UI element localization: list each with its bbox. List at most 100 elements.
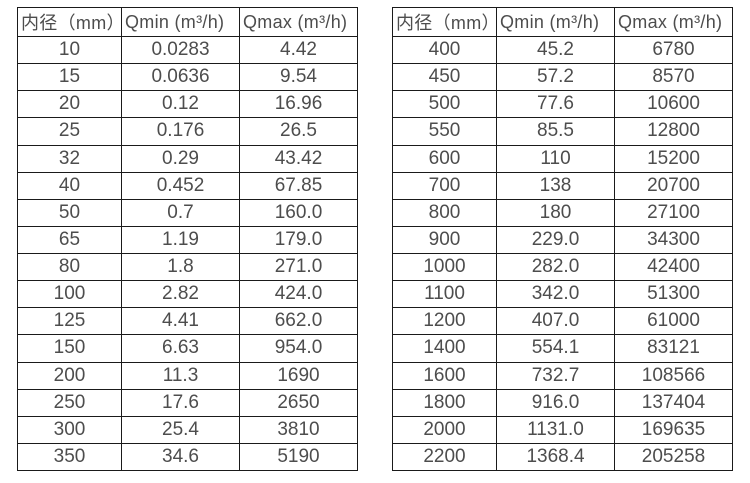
table-cell: 250 [17,388,122,417]
table-cell: 1690 [239,361,358,390]
table-row: 500 77.6 10600 [392,90,733,119]
table-cell: 100 [17,280,122,309]
table-cell: 80 [17,252,122,282]
table-cell: 200 [17,361,122,390]
table-cell: 1368.4 [496,442,615,472]
header-row: 内径（mm） Qmin (m³/h) Qmax (m³/h) [17,7,358,37]
table-cell: 1100 [392,280,497,309]
table-cell: 15200 [614,144,733,173]
table-cell: 424.0 [239,280,358,309]
table-row: 250 17.6 2650 [17,388,358,417]
table-cell: 11.3 [121,361,240,390]
table-cell: 0.7 [121,198,240,227]
table-cell: 138 [496,171,615,200]
table-cell: 800 [392,198,497,227]
table-cell: 550 [392,117,497,146]
table-row: 1800 916.0 137404 [392,388,733,417]
table-cell: 42400 [614,252,733,282]
table-cell: 4.42 [239,35,358,65]
table-cell: 1000 [392,252,497,282]
table-cell: 0.0283 [121,35,240,65]
table-row: 1200 407.0 61000 [392,307,733,336]
column-header: Qmax (m³/h) [614,7,733,37]
table-cell: 271.0 [239,252,358,282]
table-cell: 450 [392,63,497,92]
table-cell: 10600 [614,90,733,119]
table-cell: 6.63 [121,334,240,363]
table-cell: 732.7 [496,361,615,390]
table-row: 2200 1368.4 205258 [392,442,733,472]
table-cell: 1800 [392,388,497,417]
table-cell: 6780 [614,35,733,65]
table-cell: 108566 [614,361,733,390]
table-row: 1100 342.0 51300 [392,280,733,309]
table-row: 2000 1131.0 169635 [392,415,733,444]
table-cell: 51300 [614,280,733,309]
table-cell: 77.6 [496,90,615,119]
table-cell: 3810 [239,415,358,444]
table-row: 550 85.5 12800 [392,117,733,146]
table-cell: 1131.0 [496,415,615,444]
table-cell: 25 [17,117,122,146]
table-row: 20 0.12 16.96 [17,90,358,119]
table-cell: 50 [17,198,122,227]
table-cell: 954.0 [239,334,358,363]
table-row: 50 0.7 160.0 [17,198,358,227]
table-cell: 2000 [392,415,497,444]
table-cell: 57.2 [496,63,615,92]
table-cell: 34300 [614,225,733,255]
table-cell: 700 [392,171,497,200]
table-cell: 45.2 [496,35,615,65]
table-cell: 137404 [614,388,733,417]
table-cell: 8570 [614,63,733,92]
table-cell: 205258 [614,442,733,472]
table-cell: 1600 [392,361,497,390]
table-cell: 229.0 [496,225,615,255]
table-cell: 0.0636 [121,63,240,92]
column-header: Qmax (m³/h) [239,7,358,37]
table-cell: 34.6 [121,442,240,472]
table-row: 1400 554.1 83121 [392,334,733,363]
table-row: 700 138 20700 [392,171,733,200]
table-cell: 0.29 [121,144,240,173]
table-cell: 1400 [392,334,497,363]
table-cell: 2650 [239,388,358,417]
table-row: 65 1.19 179.0 [17,225,358,255]
table-row: 450 57.2 8570 [392,63,733,92]
table-cell: 17.6 [121,388,240,417]
table-row: 15 0.0636 9.54 [17,63,358,92]
table-row: 25 0.176 26.5 [17,117,358,146]
table-row: 400 45.2 6780 [392,35,733,65]
table-row: 300 25.4 3810 [17,415,358,444]
table-cell: 916.0 [496,388,615,417]
flow-spec-tables: 内径（mm） Qmin (m³/h) Qmax (m³/h) 10 0.0283 4.42… [17,7,733,472]
table-cell: 25.4 [121,415,240,444]
table-row: 600 110 15200 [392,144,733,173]
column-header: 内径（mm） [392,7,497,37]
column-header: Qmin (m³/h) [496,7,615,37]
table-cell: 662.0 [239,307,358,336]
table-row: 150 6.63 954.0 [17,334,358,363]
table-cell: 342.0 [496,280,615,309]
table-cell: 43.42 [239,144,358,173]
table-cell: 27100 [614,198,733,227]
table-cell: 1.19 [121,225,240,255]
table-row: 40 0.452 67.85 [17,171,358,200]
table-cell: 12800 [614,117,733,146]
table-cell: 350 [17,442,122,472]
table-cell: 300 [17,415,122,444]
table-cell: 10 [17,35,122,65]
flow-spec-table-large-diameters: 内径（mm） Qmin (m³/h) Qmax (m³/h) 400 45.2 6780 4… [392,7,733,472]
table-cell: 16.96 [239,90,358,119]
table-cell: 282.0 [496,252,615,282]
table-row: 80 1.8 271.0 [17,252,358,282]
table-cell: 554.1 [496,334,615,363]
table-cell: 83121 [614,334,733,363]
table-row: 350 34.6 5190 [17,442,358,472]
table-row: 900 229.0 34300 [392,225,733,255]
table-row: 100 2.82 424.0 [17,280,358,309]
table-cell: 9.54 [239,63,358,92]
table-cell: 600 [392,144,497,173]
table-cell: 15 [17,63,122,92]
table-row: 32 0.29 43.42 [17,144,358,173]
